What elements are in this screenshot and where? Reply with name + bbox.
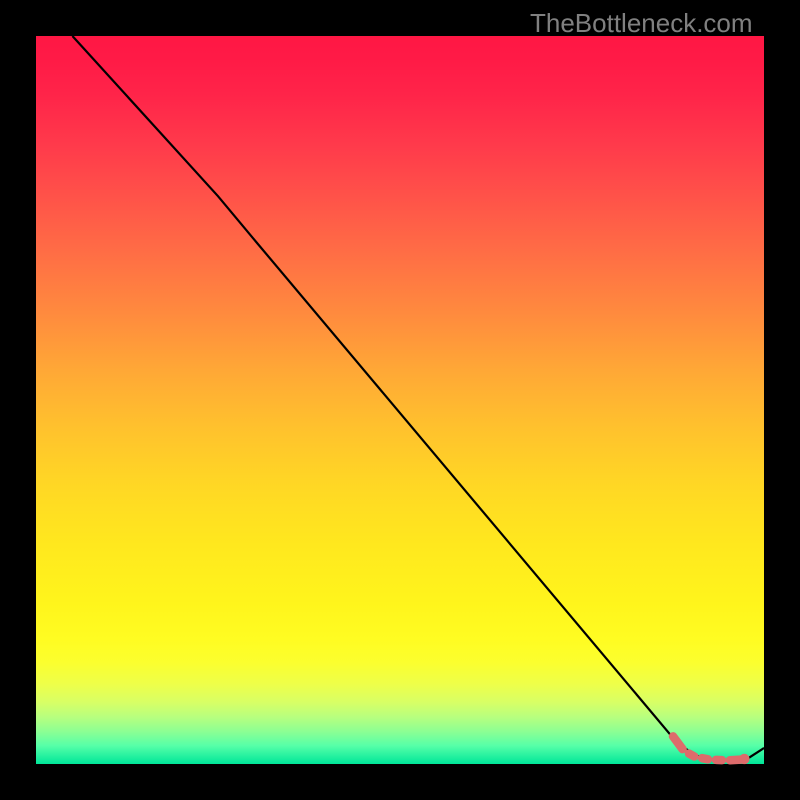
watermark-text: TheBottleneck.com — [530, 8, 753, 39]
gradient-background — [36, 36, 764, 764]
bottleneck-chart — [0, 0, 800, 800]
highlight-end-dot — [739, 754, 749, 764]
